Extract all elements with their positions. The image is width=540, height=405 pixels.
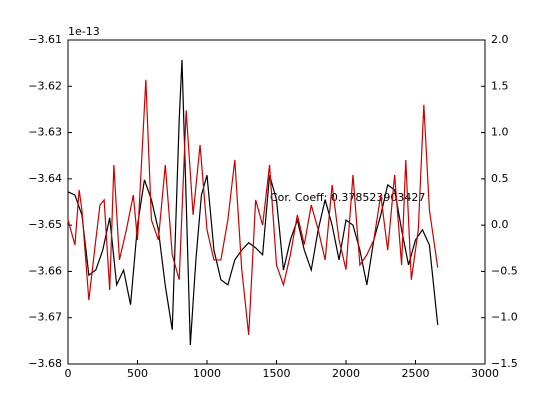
y-tick-label: −3.66 <box>28 264 62 277</box>
y2-tick-label: 0.5 <box>491 172 509 185</box>
series-line <box>67 59 439 346</box>
y-tick-label: −3.63 <box>28 126 62 139</box>
y-tick-label: −3.62 <box>28 79 62 92</box>
x-tick-label: 2000 <box>332 367 360 380</box>
x-tick-label: 2500 <box>402 367 430 380</box>
y-tick-label: −3.64 <box>28 172 62 185</box>
y-tick-label: −3.68 <box>28 357 62 370</box>
y2-tick-label: 2.0 <box>491 33 509 46</box>
y2-tick-label: −1.0 <box>491 311 518 324</box>
y2-tick-label: 1.0 <box>491 126 509 139</box>
y-tick-label: −3.61 <box>28 33 62 46</box>
x-tick-label: 1000 <box>193 367 221 380</box>
x-tick-label: 0 <box>65 367 72 380</box>
offset-text: 1e-13 <box>68 25 100 38</box>
x-tick-label: 3000 <box>471 367 499 380</box>
x-tick-label: 500 <box>127 367 148 380</box>
y2-tick-label: 0.0 <box>491 218 509 231</box>
y2-tick-label: −0.5 <box>491 264 518 277</box>
y2-tick-label: −1.5 <box>491 357 518 370</box>
y-tick-label: −3.65 <box>28 218 62 231</box>
annotation: Cor. Coeff: 0.378523903427 <box>270 191 425 204</box>
y2-tick-label: 1.5 <box>491 79 509 92</box>
x-tick-label: 1500 <box>263 367 291 380</box>
y-tick-label: −3.67 <box>28 311 62 324</box>
series-line <box>67 79 439 335</box>
